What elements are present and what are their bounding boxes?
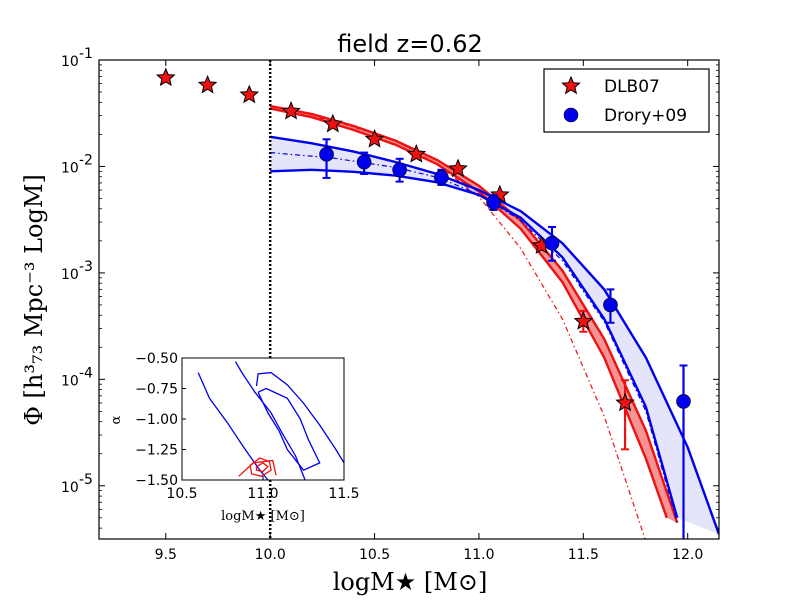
dlb07-point-0	[155, 67, 176, 87]
dlb07-point-10	[573, 311, 594, 330]
fit-curve-1	[269, 107, 668, 519]
dlb07-point-6	[406, 144, 427, 163]
legend-label-1: Drory+09	[604, 106, 687, 126]
drory-point-2	[392, 162, 407, 178]
inset-y-label: α	[109, 415, 124, 424]
inset-y-tick-label-3: −1.25	[135, 443, 178, 459]
inset-clip-group	[197, 361, 344, 480]
inset-x-label: logM★ [M⊙]	[221, 509, 305, 524]
y-tick-label-exp-4: -5	[79, 472, 93, 488]
legend: DLB07 Drory+09	[543, 68, 710, 133]
inset-y-tick-label-2: −1.00	[135, 412, 178, 428]
dlb07-point-3	[281, 100, 301, 120]
drory-point-7	[676, 394, 691, 409]
fit-curve-4	[270, 168, 679, 519]
plot-clip-group	[155, 67, 719, 539]
inset-contour-3	[197, 372, 269, 480]
y-tick-label-base-1: 10	[61, 160, 79, 176]
chart-title: field z=0.62	[337, 30, 483, 58]
x-tick-label-0: 9.5	[155, 547, 177, 563]
dlb07-point-11	[615, 392, 635, 412]
x-tick-label-2: 10.5	[359, 547, 390, 563]
drory-fit-band	[270, 136, 719, 535]
inset-contour-6	[238, 459, 277, 477]
inset-frame	[181, 357, 345, 481]
y-tick-label-base-0: 10	[61, 54, 79, 70]
legend-marker-dlb07	[561, 75, 581, 95]
dlb07-point-5	[364, 128, 385, 148]
inset-y-tick-label-1: −0.75	[135, 382, 178, 398]
y-tick-label-base-3: 10	[61, 373, 79, 389]
x-axis-label: logM★ [M⊙]	[333, 568, 488, 596]
inset-plot: 10.5 11.0 11.5 −0.50 −0.75 −1.00 −1.25 −1.50 lo…	[109, 351, 360, 524]
inset-x-tick-label-1: 11.0	[247, 486, 278, 502]
inset-contour-2	[255, 371, 344, 464]
drory-point-4	[486, 195, 501, 210]
inset-contour-0	[234, 361, 306, 480]
x-tick-label-3: 11.0	[463, 547, 494, 563]
y-tick-label-base-2: 10	[61, 267, 79, 283]
dlb07-point-4	[322, 113, 343, 133]
y-tick-label-exp-1: -2	[79, 152, 93, 168]
drory-point-6	[603, 297, 618, 313]
y-tick-label-base-4: 10	[61, 480, 79, 496]
inset-contour-4	[249, 457, 272, 477]
drory-point-3	[434, 170, 449, 185]
x-tick-label-1: 10.0	[255, 547, 286, 563]
dlb07-point-2	[239, 84, 260, 104]
inset-y-tick-label-0: −0.50	[135, 351, 178, 367]
x-tick-label-5: 12.0	[672, 547, 703, 563]
dlb07-point-1	[197, 74, 218, 94]
drory-point-0	[319, 147, 334, 162]
inset-x-tick-label-2: 11.5	[328, 486, 359, 502]
fit-curve-5	[270, 152, 678, 523]
x-tick-label-4: 11.5	[568, 547, 599, 563]
dlb07-point-7	[448, 158, 468, 178]
inset-contour-5	[255, 462, 269, 473]
y-tick-label-exp-2: -3	[79, 259, 93, 275]
legend-label-0: DLB07	[604, 77, 660, 97]
drory-point-1	[356, 154, 372, 170]
plot-frame	[98, 59, 720, 540]
inset-y-tick-label-4: −1.50	[135, 473, 178, 489]
y-tick-label-exp-0: -1	[79, 46, 93, 62]
y-axis-label: Φ [h³₇₃ Mpc⁻³ LogM]	[20, 174, 48, 426]
y-tick-label-exp-3: -4	[79, 365, 93, 381]
inset-contour-1	[257, 387, 321, 472]
legend-marker-drory	[563, 107, 579, 123]
inset-x-tick-label-0: 10.5	[166, 486, 197, 502]
drory-point-5	[544, 235, 560, 251]
